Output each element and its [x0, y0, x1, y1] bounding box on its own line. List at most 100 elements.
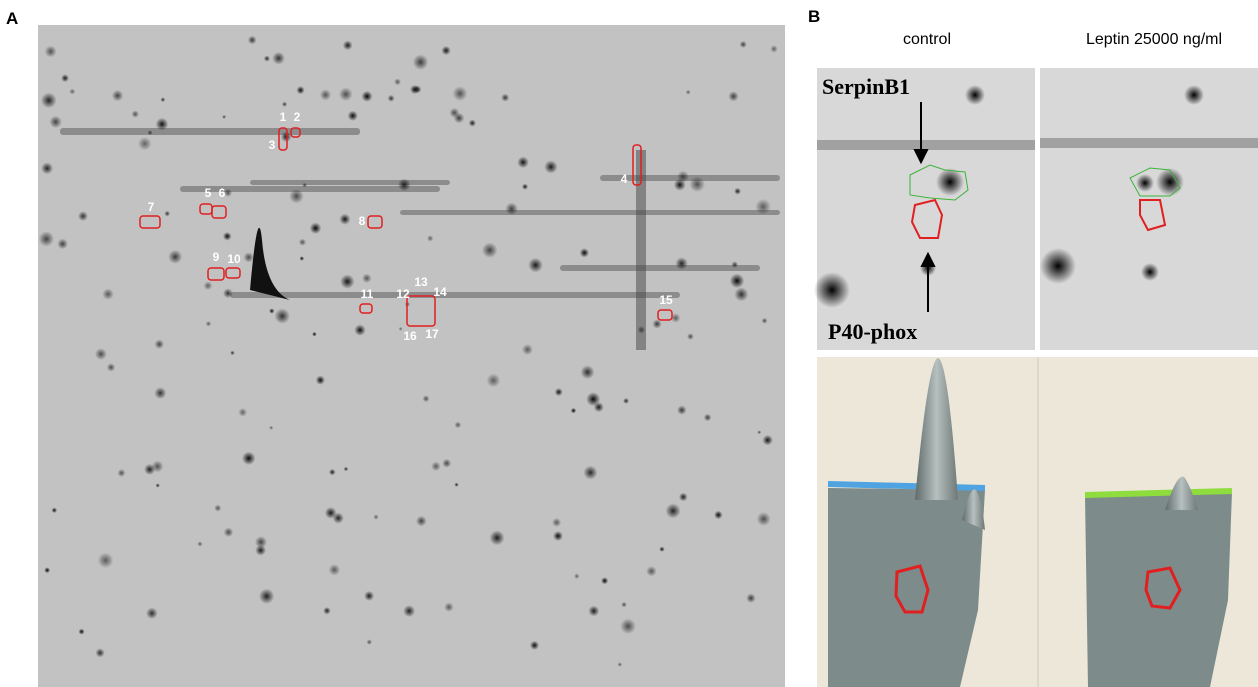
gel-dot	[415, 515, 427, 527]
gel-dot	[593, 402, 604, 413]
gel-dot	[505, 202, 518, 216]
gel-dot	[652, 319, 662, 329]
gel-dot	[468, 119, 477, 127]
streak	[636, 150, 646, 350]
streak	[400, 210, 780, 215]
gel-dot	[739, 40, 747, 49]
gel-dot	[579, 248, 590, 258]
gel-dot	[95, 648, 105, 658]
gel-dot	[686, 333, 694, 340]
gel-dot	[69, 88, 76, 95]
gel-dot	[729, 273, 745, 289]
surface-control	[827, 358, 986, 687]
gel-dot	[323, 606, 331, 615]
gel-dot	[621, 601, 627, 608]
gel-dot	[340, 274, 355, 289]
spot-label: 5	[205, 186, 212, 200]
gel-dot	[106, 363, 116, 372]
panel-label: B	[808, 7, 820, 26]
gel-dot	[757, 430, 762, 435]
gel-dot	[731, 261, 739, 268]
gel-dot	[160, 97, 166, 103]
streak	[250, 180, 450, 185]
gel-dot	[361, 90, 373, 102]
gel-dot	[675, 257, 688, 270]
gel-dot	[361, 273, 372, 284]
gel-dot	[521, 344, 533, 356]
streak	[250, 227, 290, 300]
gel-dot	[41, 162, 54, 175]
gel-dot	[197, 541, 203, 547]
gel-dot	[61, 74, 70, 83]
gel-dot	[617, 662, 623, 667]
gel-dot	[431, 461, 441, 472]
streak	[560, 265, 760, 271]
gel-dot	[342, 40, 353, 51]
gel-dot	[714, 510, 723, 520]
spot-label: 3	[269, 138, 276, 152]
gel-dot	[223, 188, 233, 197]
gel-dot	[517, 156, 529, 169]
gel-dot	[155, 117, 169, 131]
gel-dot	[155, 483, 160, 488]
gel	[38, 25, 785, 687]
gel-dot	[147, 130, 153, 136]
gel-dot	[51, 507, 58, 514]
gel-dot	[247, 35, 257, 45]
gel-dot	[761, 317, 768, 324]
spot-outline	[211, 205, 227, 219]
gel-dot	[454, 421, 462, 429]
gel-dot	[762, 434, 773, 446]
spot-label: 1	[280, 110, 287, 124]
gel-dot	[677, 170, 689, 183]
spot-outline	[139, 215, 161, 229]
gel-dot	[528, 257, 543, 273]
gel-dot	[677, 405, 687, 415]
gel-dot	[354, 324, 366, 336]
spot-label: 14	[433, 285, 447, 299]
gel-dot	[670, 313, 681, 323]
gel-dot	[309, 222, 322, 234]
spot-label: 17	[425, 327, 439, 341]
gel-dot	[343, 466, 349, 472]
spot-label: 10	[227, 252, 241, 266]
spot-outlines	[139, 127, 673, 327]
gel-dot	[728, 91, 739, 102]
panel-label: A	[6, 9, 18, 28]
arrows	[913, 102, 936, 312]
spot-label: 8	[359, 214, 366, 228]
gel-dot	[552, 517, 562, 528]
gel-dot	[427, 235, 434, 242]
gel-dot	[269, 308, 275, 314]
gel-dot	[117, 468, 126, 477]
column-title: control	[903, 31, 951, 48]
gel-dot	[734, 187, 742, 195]
spot-outline	[207, 267, 225, 281]
gel-dot	[44, 567, 51, 574]
gel-dot	[223, 527, 234, 538]
gel-dot	[770, 45, 778, 53]
gel-dot	[280, 131, 292, 143]
gel-dot	[678, 492, 688, 502]
streak	[180, 186, 440, 192]
gel-dot	[78, 628, 85, 635]
gel-spots	[38, 35, 780, 667]
gel-dot	[442, 458, 452, 468]
gel-dot	[403, 605, 416, 618]
gel-dot	[441, 45, 451, 56]
gel-dot	[241, 451, 256, 466]
streak	[230, 292, 680, 298]
gel-dot	[94, 348, 107, 361]
spot-outline	[290, 127, 301, 138]
gel-dot	[38, 231, 55, 247]
gel-dot	[394, 78, 402, 86]
spot-outline	[367, 215, 383, 229]
gel-dot	[339, 87, 353, 102]
gel-dot	[413, 85, 422, 94]
gel-dot	[214, 504, 222, 512]
gel-dot	[422, 395, 430, 403]
gel-dot	[755, 198, 771, 215]
gel-dot	[412, 54, 429, 70]
spot-outline	[359, 303, 373, 314]
